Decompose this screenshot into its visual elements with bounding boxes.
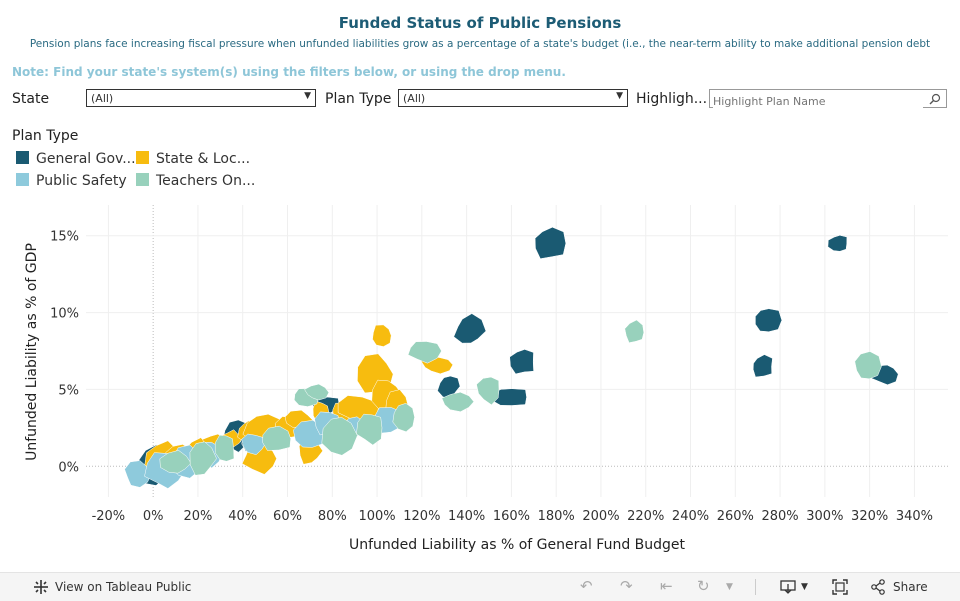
- tableau-logo-icon: [34, 580, 48, 594]
- state-mark[interactable]: [214, 434, 235, 462]
- redo-icon[interactable]: ↷: [620, 577, 633, 595]
- plan-type-filter-label: Plan Type: [325, 91, 392, 107]
- x-tick-label: 200%: [582, 509, 619, 524]
- y-tick-label: 0%: [58, 460, 79, 475]
- x-tick-label: 80%: [318, 509, 347, 524]
- x-axis-label: Unfunded Liability as % of General Fund …: [349, 537, 686, 553]
- state-mark[interactable]: [854, 351, 882, 380]
- y-tick-label: 10%: [50, 307, 79, 322]
- legend-item-state-local[interactable]: State & Loc...: [136, 151, 250, 167]
- state-mark[interactable]: [453, 313, 487, 344]
- chart-ticks: -20% 0% 20% 40% 60% 80% 100% 120% 140% 160% 180% 20…: [50, 230, 933, 524]
- highlight-filter-label: Highligh...: [636, 91, 708, 107]
- x-tick-label: 260%: [717, 509, 754, 524]
- chart-marks: [124, 226, 899, 489]
- legend-label: Public Safety: [36, 173, 127, 189]
- x-tick-label: 100%: [358, 509, 395, 524]
- legend-swatch: [16, 151, 29, 164]
- chart-grid: [86, 205, 948, 497]
- legend-item-general-gov[interactable]: General Gov...: [16, 151, 136, 167]
- state-mark[interactable]: [624, 319, 645, 343]
- undo-icon[interactable]: ↶: [580, 577, 593, 595]
- highlight-search-input[interactable]: [713, 94, 923, 109]
- state-mark[interactable]: [189, 441, 217, 476]
- y-tick-label: 15%: [50, 230, 79, 245]
- x-tick-label: 300%: [806, 509, 843, 524]
- page-subtitle: Pension plans face increasing fiscal pre…: [29, 38, 931, 50]
- x-tick-label: 60%: [273, 509, 302, 524]
- x-tick-label: 320%: [851, 509, 888, 524]
- filter-note: Note: Find your state's system(s) using …: [12, 65, 566, 79]
- y-tick-label: 5%: [58, 383, 79, 398]
- state-mark[interactable]: [241, 433, 266, 455]
- share-button[interactable]: Share: [893, 580, 928, 594]
- fullscreen-icon[interactable]: [832, 579, 848, 595]
- state-mark[interactable]: [441, 391, 475, 412]
- x-tick-label: 160%: [493, 509, 530, 524]
- state-mark[interactable]: [752, 354, 773, 378]
- x-tick-label: 120%: [403, 509, 440, 524]
- footer-toolbar: View on Tableau Public ↶ ↷ ⇤ ↻ ▼ ▼ Share: [0, 572, 960, 601]
- state-mark[interactable]: [392, 403, 415, 432]
- x-tick-label: 140%: [448, 509, 485, 524]
- scatter-chart: -20% 0% 20% 40% 60% 80% 100% 120% 140% 160% 180% 20…: [24, 205, 948, 553]
- plan-type-dropdown-value: (All): [403, 92, 426, 105]
- share-icon[interactable]: [870, 579, 886, 595]
- state-mark[interactable]: [356, 413, 383, 446]
- refresh-icon[interactable]: ↻: [697, 577, 710, 595]
- legend-swatch: [136, 151, 149, 164]
- state-dropdown-value: (All): [91, 92, 114, 105]
- x-tick-label: 0%: [143, 509, 164, 524]
- chevron-down-icon[interactable]: ▼: [726, 582, 733, 592]
- legend-swatch: [136, 173, 149, 186]
- x-tick-label: 20%: [183, 509, 212, 524]
- legend-label: Teachers On...: [156, 173, 256, 189]
- x-tick-label: 220%: [627, 509, 664, 524]
- legend-item-public-safety[interactable]: Public Safety: [16, 173, 127, 189]
- state-mark[interactable]: [476, 376, 500, 406]
- toolbar-divider: [755, 579, 756, 595]
- state-mark[interactable]: [509, 349, 534, 375]
- y-axis-label: Unfunded Liability as % of GDP: [24, 243, 40, 461]
- state-mark[interactable]: [124, 460, 152, 488]
- x-tick-label: 340%: [896, 509, 933, 524]
- state-mark[interactable]: [262, 425, 291, 451]
- state-mark[interactable]: [827, 235, 848, 252]
- state-mark[interactable]: [407, 341, 442, 364]
- state-mark[interactable]: [534, 226, 567, 259]
- x-tick-label: 240%: [672, 509, 709, 524]
- legend-label: General Gov...: [36, 151, 136, 167]
- state-mark[interactable]: [372, 324, 392, 347]
- page-title: Funded Status of Public Pensions: [338, 14, 622, 32]
- state-filter-label: State: [12, 91, 50, 107]
- legend-label: State & Loc...: [156, 151, 251, 167]
- x-tick-label: 180%: [538, 509, 575, 524]
- x-tick-label: 280%: [761, 509, 798, 524]
- legend-item-teachers[interactable]: Teachers On...: [136, 173, 255, 189]
- revert-icon[interactable]: ⇤: [660, 577, 673, 595]
- state-mark[interactable]: [159, 450, 192, 474]
- caret-down-icon: ▼: [304, 91, 311, 101]
- download-icon[interactable]: [780, 579, 798, 595]
- caret-down-icon: ▼: [616, 91, 623, 101]
- state-mark[interactable]: [321, 417, 358, 456]
- plan-type-dropdown[interactable]: (All) ▼: [398, 89, 628, 107]
- highlight-search-box[interactable]: [709, 89, 947, 109]
- legend-swatch: [16, 173, 29, 186]
- state-dropdown[interactable]: (All) ▼: [86, 89, 316, 107]
- search-icon[interactable]: [929, 93, 941, 105]
- state-mark[interactable]: [755, 308, 783, 332]
- state-mark[interactable]: [304, 383, 330, 401]
- view-on-tableau-link[interactable]: View on Tableau Public: [55, 580, 192, 594]
- legend-title: Plan Type: [12, 128, 79, 144]
- chevron-down-icon[interactable]: ▼: [801, 582, 808, 592]
- x-tick-label: 40%: [228, 509, 257, 524]
- x-tick-label: -20%: [92, 509, 126, 524]
